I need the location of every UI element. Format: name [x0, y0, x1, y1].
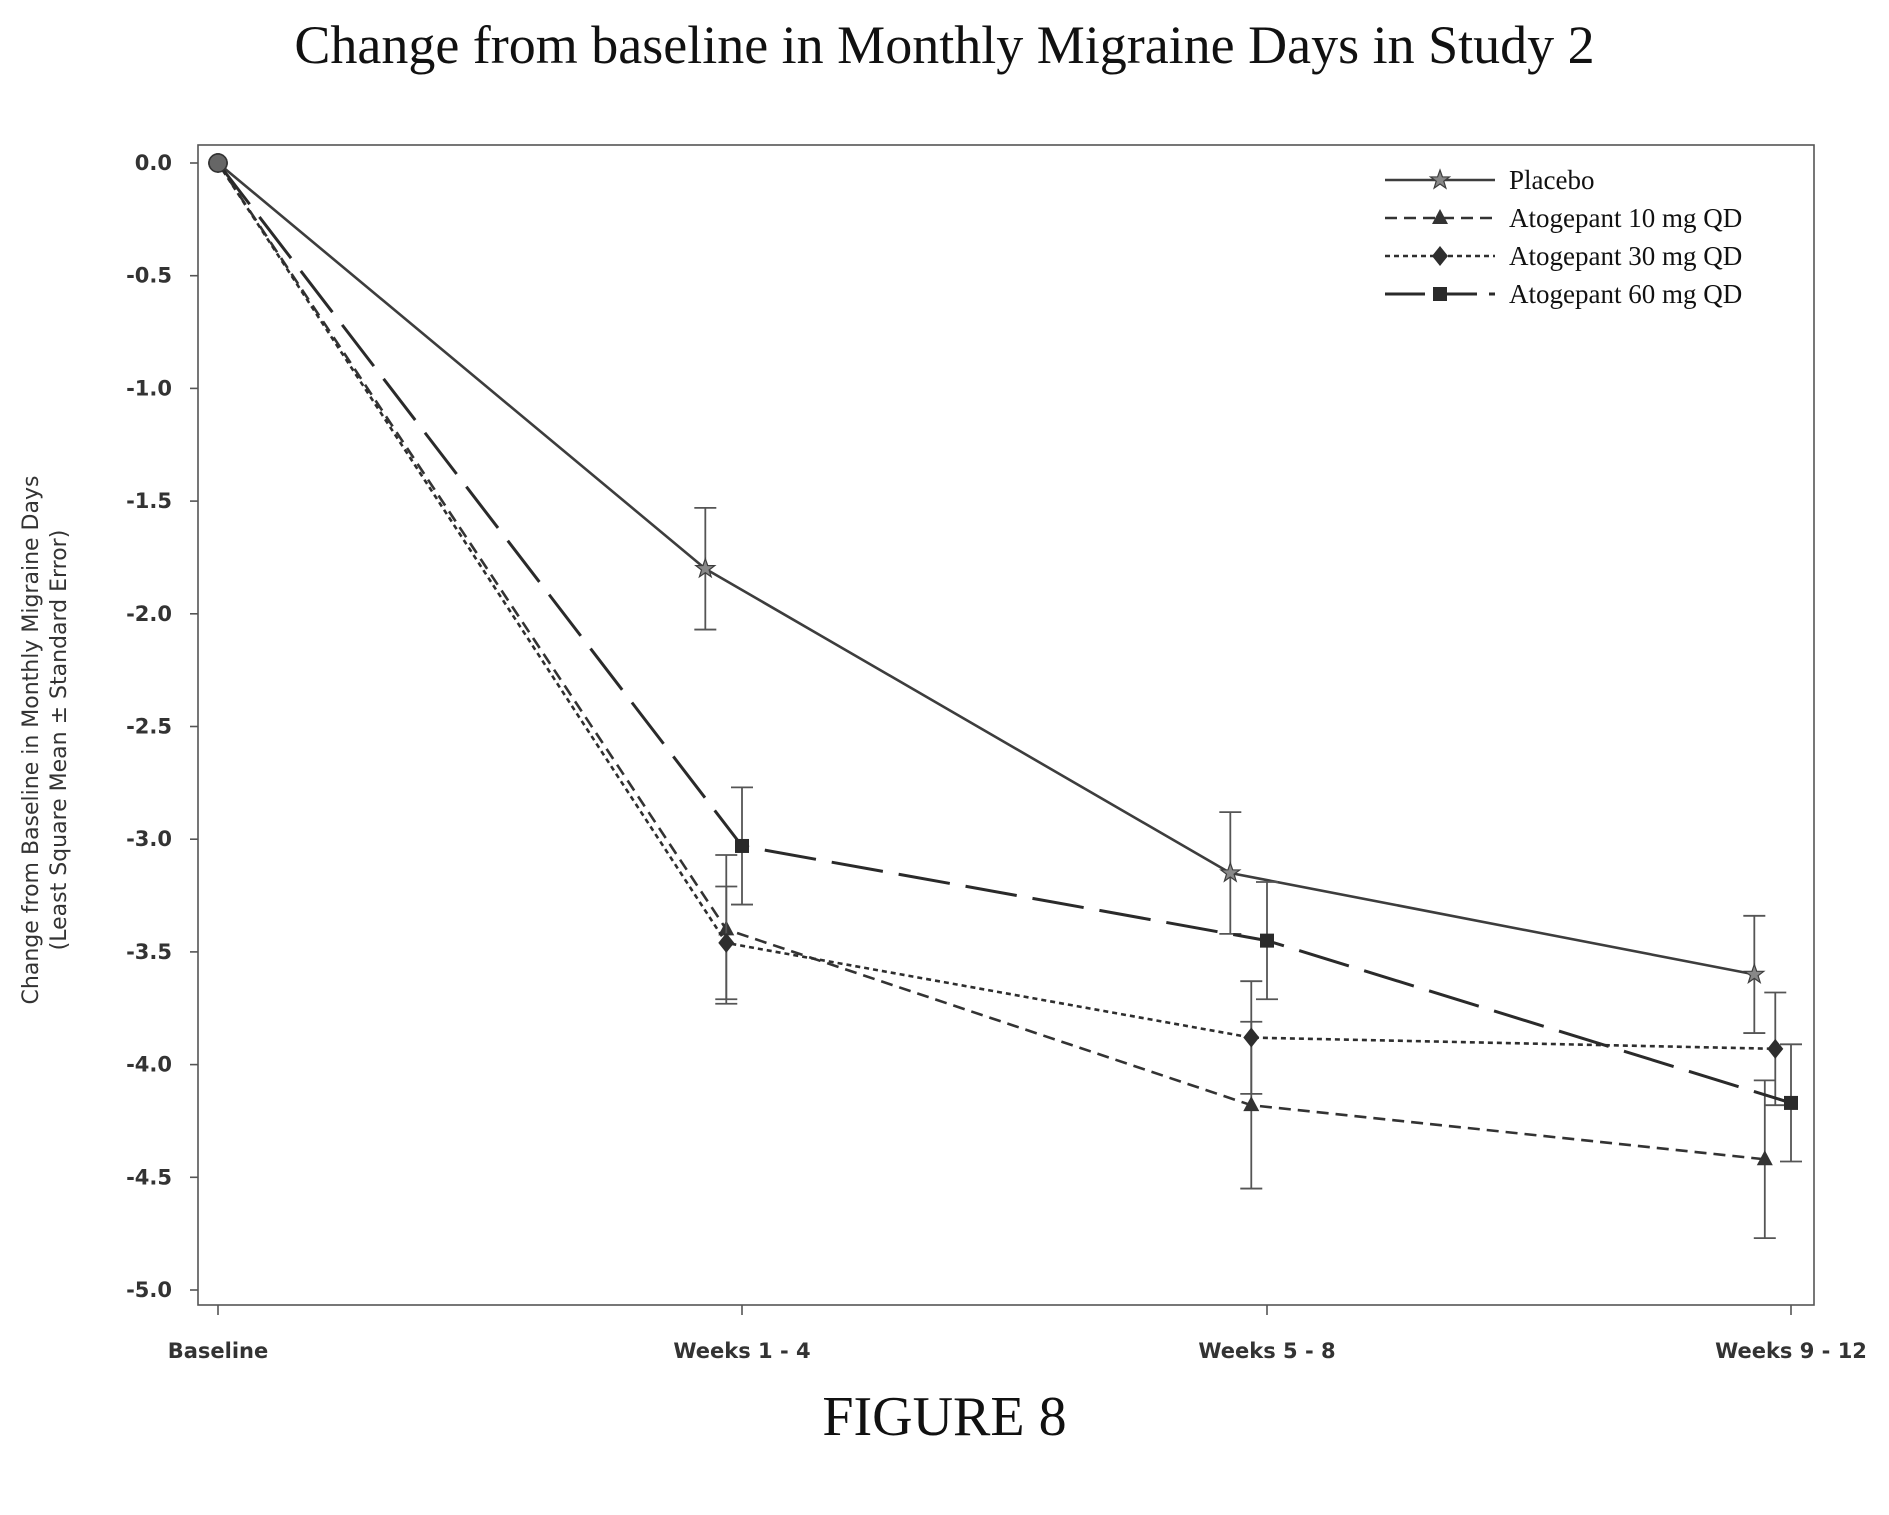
- series-atogepant-60-mg-qd: [208, 153, 1802, 1163]
- plot-frame: [197, 144, 1815, 1306]
- triangle-marker: [1432, 209, 1448, 224]
- diamond-marker: [1432, 246, 1448, 266]
- y-tick-label: -5.0: [126, 1278, 172, 1302]
- y-tick-label: -3.0: [126, 827, 172, 851]
- y-tick-label: -2.5: [126, 715, 172, 739]
- star-marker: [1428, 168, 1452, 190]
- y-tick-label: -4.0: [126, 1053, 172, 1077]
- x-tick-label: Baseline: [168, 1339, 269, 1363]
- y-tick-label: -0.5: [126, 264, 172, 288]
- series-line: [216, 162, 1765, 1161]
- y-tick-label: 0.0: [135, 151, 172, 175]
- triangle-marker: [1243, 1096, 1260, 1112]
- baseline-point: [208, 153, 228, 173]
- square-marker: [1260, 933, 1274, 948]
- series-line: [216, 162, 1776, 1051]
- legend-label: Atogepant 10 mg QD: [1509, 203, 1742, 233]
- diamond-marker: [1243, 1027, 1260, 1048]
- square-marker: [735, 838, 749, 853]
- x-tick-label: Weeks 5 - 8: [1198, 1339, 1335, 1363]
- diamond-marker: [1767, 1038, 1784, 1059]
- figure-label: FIGURE 8: [822, 1386, 1067, 1448]
- x-tick-label: Weeks 1 - 4: [673, 1339, 810, 1363]
- y-tick-label: -1.5: [126, 489, 172, 513]
- star-marker: [694, 556, 717, 579]
- series-atogepant-10-mg-qd: [208, 153, 1776, 1240]
- triangle-marker: [1756, 1150, 1773, 1166]
- chart-title: Change from baseline in Monthly Migraine…: [294, 15, 1595, 75]
- star-marker: [1743, 962, 1766, 984]
- y-tick-label: -2.0: [126, 602, 172, 626]
- legend-entry: Atogepant 30 mg QD: [1385, 241, 1742, 271]
- square-marker: [1784, 1095, 1798, 1110]
- series-line: [217, 162, 1755, 976]
- y-axis-title-line2: (Least Square Mean ± Standard Error): [47, 530, 72, 951]
- legend-label: Placebo: [1509, 165, 1594, 195]
- diamond-marker: [718, 932, 735, 953]
- y-tick-label: -4.5: [126, 1165, 172, 1189]
- star-marker: [1219, 861, 1242, 883]
- legend-label: Atogepant 60 mg QD: [1509, 279, 1742, 309]
- legend-entry: Placebo: [1385, 165, 1594, 195]
- legend-entry: Atogepant 10 mg QD: [1385, 203, 1742, 233]
- y-tick-label: -3.5: [126, 940, 172, 964]
- legend-label: Atogepant 30 mg QD: [1509, 241, 1742, 271]
- legend-entry: Atogepant 60 mg QD: [1385, 279, 1742, 309]
- y-tick-label: -1.0: [126, 376, 172, 400]
- series-line: [216, 162, 1792, 1105]
- y-axis-title-line1: Change from Baseline in Monthly Migraine…: [19, 476, 44, 1005]
- square-marker: [1433, 287, 1447, 301]
- x-tick-label: Weeks 9 - 12: [1715, 1339, 1867, 1363]
